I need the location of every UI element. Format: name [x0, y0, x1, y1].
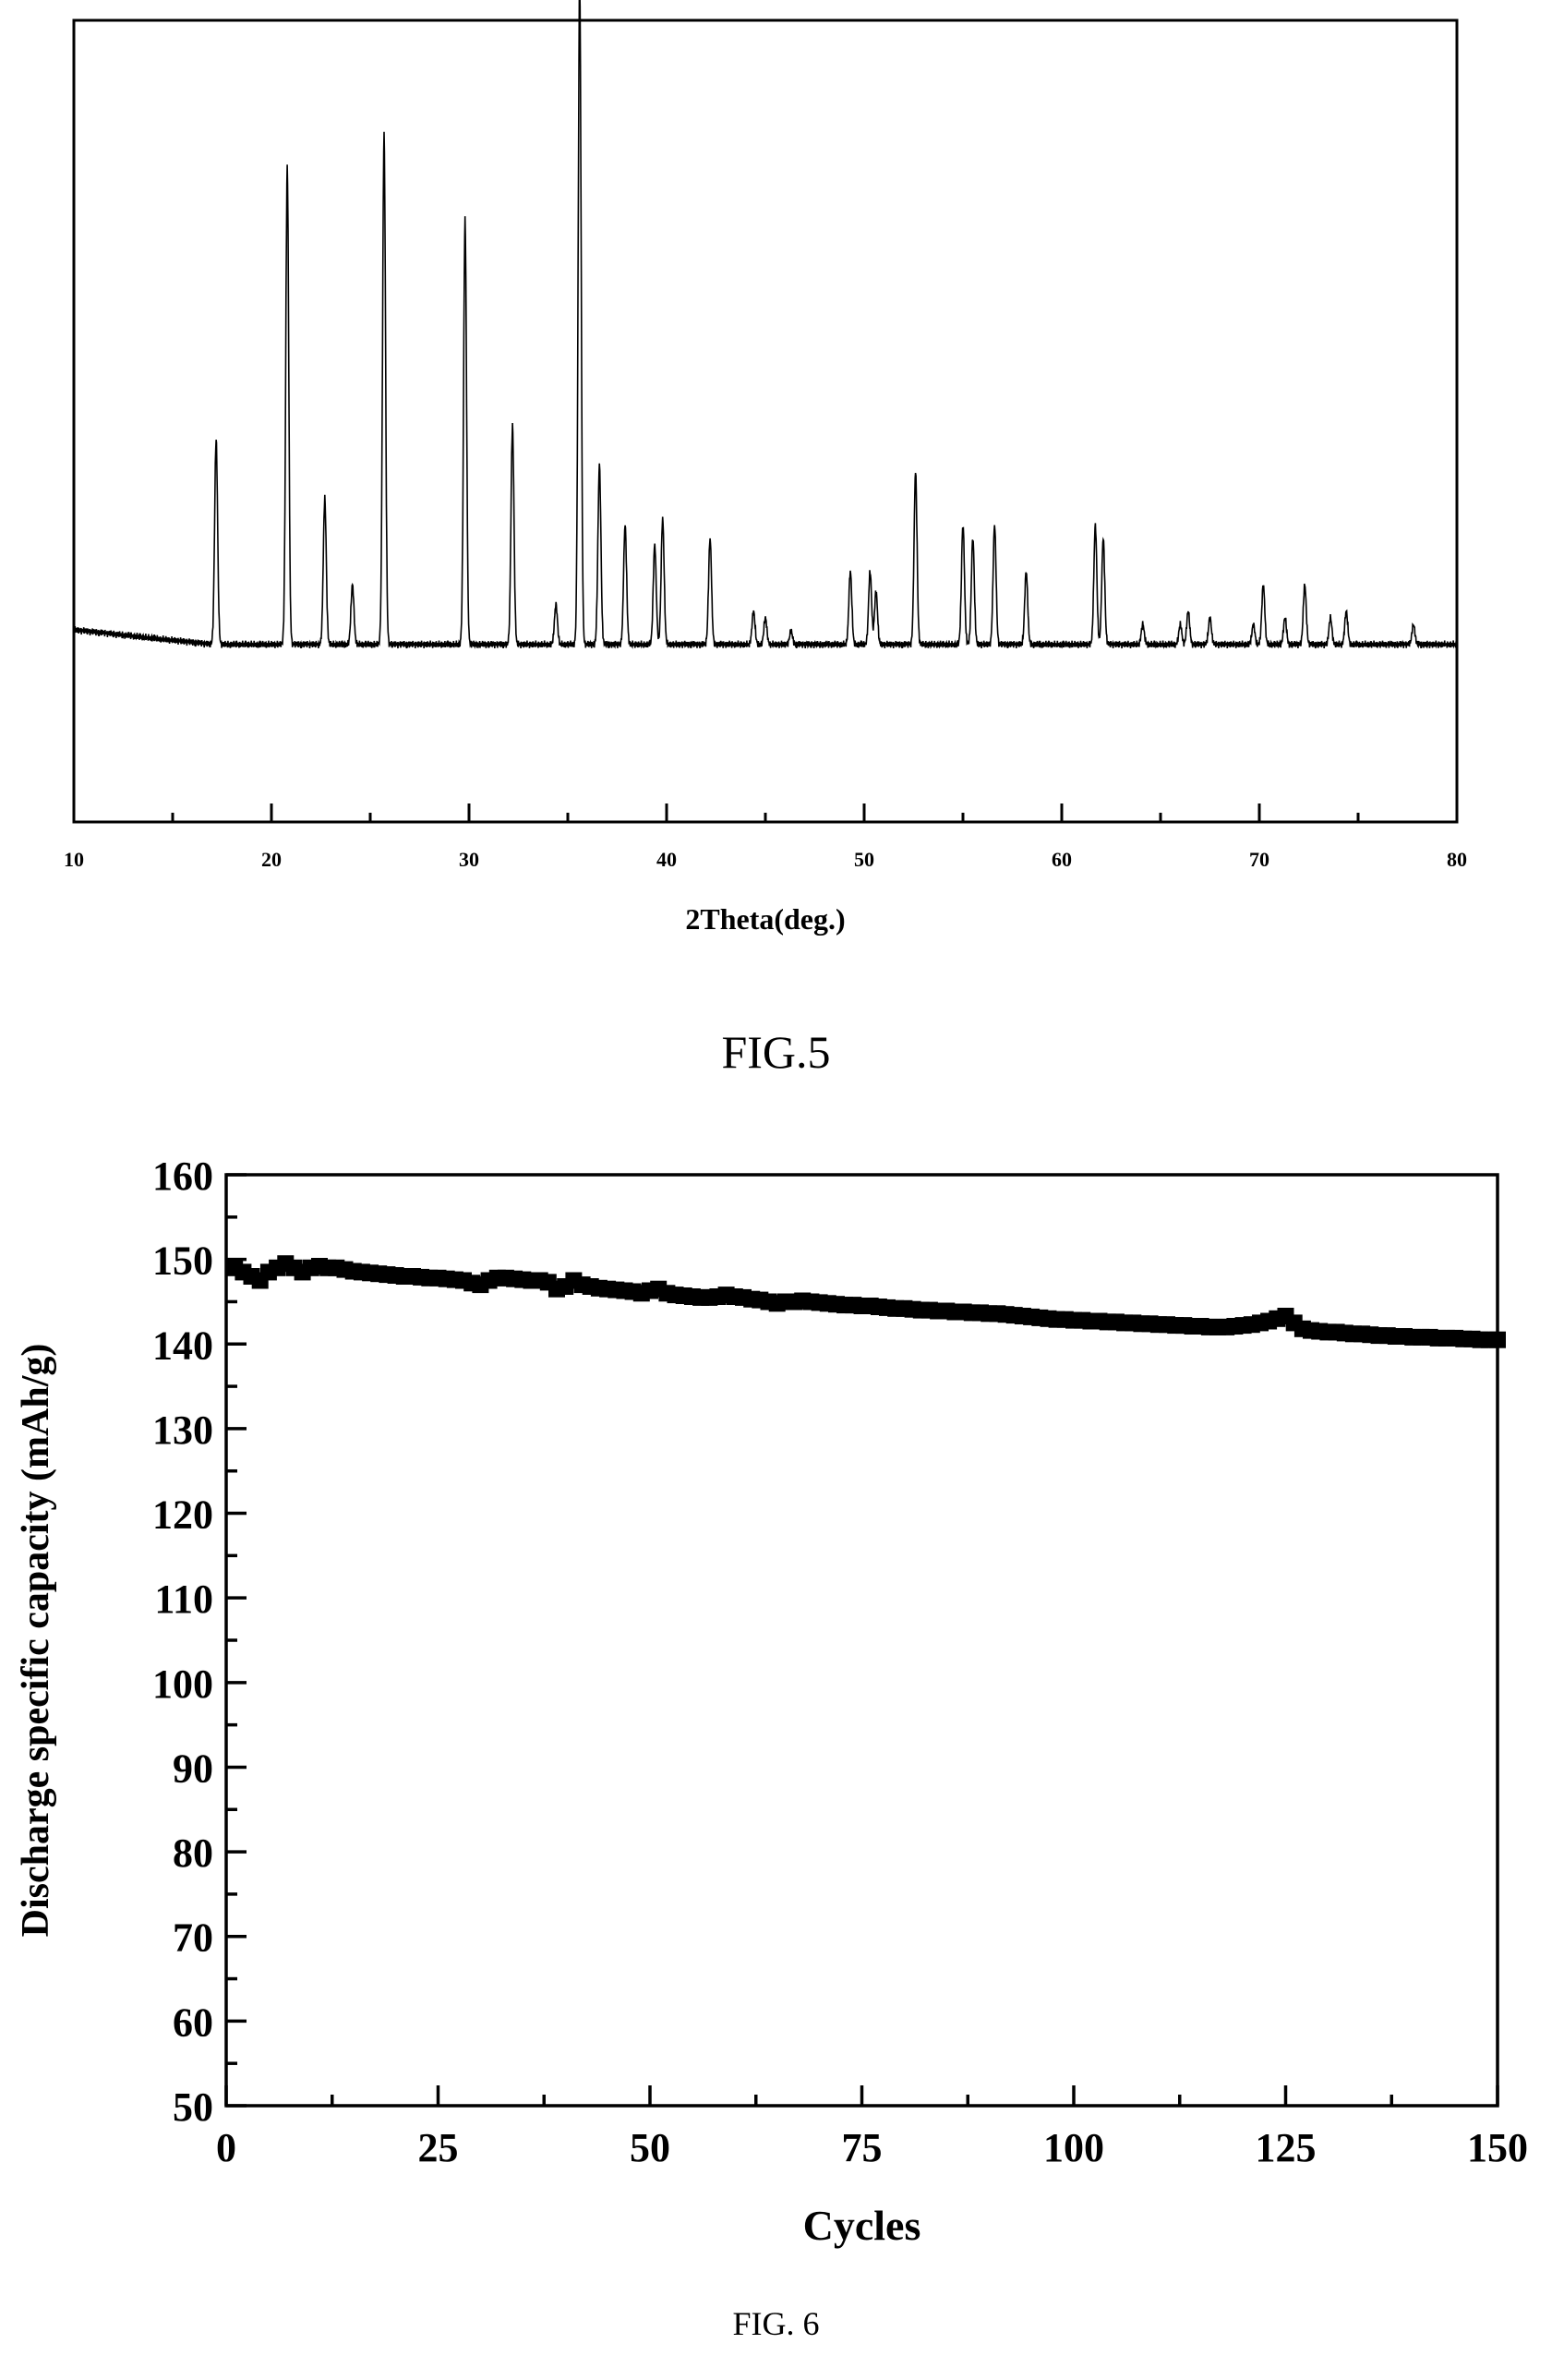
- figure-6-caption: FIG. 6: [732, 2305, 820, 2342]
- x-tick-label: 70: [1249, 848, 1269, 871]
- y-tick-label: 80: [173, 1830, 213, 1876]
- x-axis-title: Cycles: [803, 2202, 921, 2249]
- plot-frame: [224, 1173, 1499, 2108]
- y-axis-title: Discharge specific capacity (mAh/g): [15, 1344, 57, 1938]
- x-tick-label: 10: [64, 848, 84, 871]
- y-tick-label: 110: [154, 1577, 213, 1622]
- x-tick-label: 50: [630, 2125, 670, 2170]
- y-tick-label: 150: [152, 1238, 213, 1284]
- x-tick-label: 50: [854, 848, 874, 871]
- y-tick-label: 90: [173, 1746, 213, 1791]
- y-tick-label: 130: [152, 1407, 213, 1453]
- y-tick-label: 140: [152, 1323, 213, 1368]
- x-tick-label: 40: [656, 848, 677, 871]
- x-tick-label: 30: [459, 848, 479, 871]
- x-axis-title: 2Theta(deg.): [685, 902, 845, 936]
- x-tick-label: 75: [842, 2125, 883, 2170]
- y-tick-label: 120: [152, 1492, 213, 1538]
- xrd-chart: 10 20 30 40 50 60 70 80 2Theta(deg.): [64, 0, 1467, 936]
- x-tick-label: 25: [418, 2125, 459, 2170]
- x-tick-label: 20: [261, 848, 282, 871]
- x-tick-label: 80: [1447, 848, 1467, 871]
- y-tick-label: 100: [152, 1661, 213, 1707]
- y-tick-label: 60: [173, 1999, 213, 2045]
- x-tick-label: 60: [1052, 848, 1072, 871]
- x-tick-label: 100: [1043, 2125, 1104, 2170]
- y-tick-label: 160: [152, 1154, 213, 1199]
- capacity-series: [226, 1255, 1506, 1348]
- figure-5-caption: FIG.5: [721, 1026, 831, 1078]
- xrd-pattern-line: [73, 0, 1458, 650]
- x-tick-label: 0: [216, 2125, 236, 2170]
- x-tick-label: 150: [1467, 2125, 1528, 2170]
- cycling-chart: 50 60 70 80 90 100 110 120 130 140 150 160 0 25 50 75 10…: [15, 1154, 1528, 2249]
- y-tick-label: 70: [173, 1915, 213, 1961]
- y-tick-label: 50: [173, 2084, 213, 2130]
- x-tick-label: 125: [1256, 2125, 1317, 2170]
- data-point: [1489, 1331, 1506, 1348]
